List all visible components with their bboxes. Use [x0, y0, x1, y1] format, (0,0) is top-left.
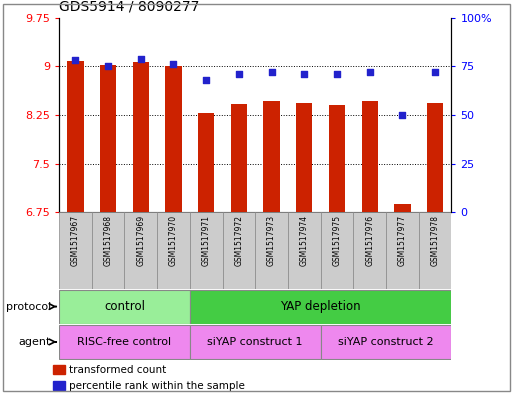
Text: GSM1517972: GSM1517972 — [234, 215, 243, 266]
Text: GSM1517968: GSM1517968 — [104, 215, 112, 266]
Bar — [362, 101, 378, 212]
Bar — [59, 325, 190, 359]
Text: siYAP construct 1: siYAP construct 1 — [207, 337, 303, 347]
Bar — [165, 66, 182, 212]
Bar — [427, 103, 443, 212]
Bar — [157, 212, 190, 289]
Text: GDS5914 / 8090277: GDS5914 / 8090277 — [59, 0, 200, 14]
Point — [71, 57, 80, 64]
Bar — [59, 212, 92, 289]
Point — [267, 69, 275, 75]
Text: GSM1517976: GSM1517976 — [365, 215, 374, 266]
Text: GSM1517977: GSM1517977 — [398, 215, 407, 266]
Bar — [296, 103, 312, 212]
Point — [202, 77, 210, 83]
Point — [300, 71, 308, 77]
Text: transformed count: transformed count — [69, 365, 167, 375]
Point — [333, 71, 341, 77]
Point — [366, 69, 374, 75]
Bar — [132, 62, 149, 212]
Text: GSM1517974: GSM1517974 — [300, 215, 309, 266]
Bar — [263, 101, 280, 212]
Bar — [419, 212, 451, 289]
Bar — [321, 212, 353, 289]
Bar — [100, 65, 116, 212]
Bar — [53, 365, 65, 374]
Bar — [223, 212, 255, 289]
Bar — [329, 105, 345, 212]
Bar — [124, 212, 157, 289]
Text: percentile rank within the sample: percentile rank within the sample — [69, 381, 245, 391]
Text: GSM1517975: GSM1517975 — [332, 215, 342, 266]
Point — [169, 61, 177, 68]
Text: siYAP construct 2: siYAP construct 2 — [338, 337, 434, 347]
Point — [104, 63, 112, 70]
Bar — [288, 212, 321, 289]
Text: GSM1517967: GSM1517967 — [71, 215, 80, 266]
Bar — [53, 381, 65, 390]
Bar — [386, 212, 419, 289]
Bar — [190, 212, 223, 289]
Text: agent: agent — [19, 337, 51, 347]
Bar — [231, 104, 247, 212]
Point — [398, 112, 406, 118]
Bar — [92, 212, 125, 289]
Text: YAP depletion: YAP depletion — [280, 300, 361, 313]
Text: protocol: protocol — [6, 301, 51, 312]
Point — [235, 71, 243, 77]
Text: control: control — [104, 300, 145, 313]
Text: GSM1517969: GSM1517969 — [136, 215, 145, 266]
Point — [136, 55, 145, 62]
Bar — [255, 212, 288, 289]
Bar — [59, 290, 190, 323]
Bar — [67, 61, 84, 212]
Bar — [190, 290, 451, 323]
Text: GSM1517971: GSM1517971 — [202, 215, 211, 266]
Bar — [353, 212, 386, 289]
Bar — [394, 204, 410, 212]
Bar — [198, 113, 214, 212]
Point — [431, 69, 439, 75]
Text: GSM1517978: GSM1517978 — [430, 215, 440, 266]
Text: GSM1517970: GSM1517970 — [169, 215, 178, 266]
Bar — [190, 325, 321, 359]
Text: RISC-free control: RISC-free control — [77, 337, 171, 347]
Text: GSM1517973: GSM1517973 — [267, 215, 276, 266]
Bar — [321, 325, 451, 359]
